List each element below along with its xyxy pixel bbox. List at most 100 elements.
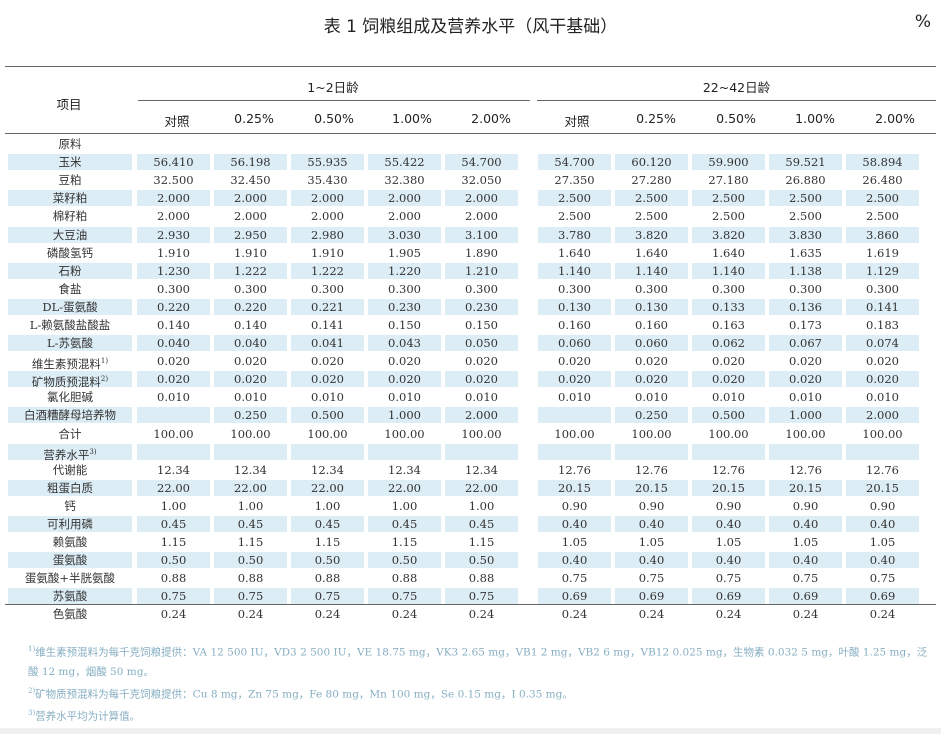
value-cell: 0.020 [712,354,745,369]
value-cell: 100.00 [631,426,672,441]
value-cell: 1.138 [769,262,842,279]
value-cell: 0.220 [137,298,210,315]
value-cell: 0.020 [615,371,688,388]
value-cell: 0.69 [769,588,842,605]
value-cell: 54.700 [538,154,611,171]
value-cell: 0.130 [538,298,611,315]
row-label-text: 原料 [58,137,82,152]
value-cell: 32.450 [230,173,271,188]
value-cell: 100.00 [554,426,595,441]
value-cell: 1.05 [792,535,819,550]
table-row: 赖氨酸 1.15 1.15 1.15 1.15 1.15 1.05 1.05 1.05 1.05 1… [8,533,923,551]
value-cell: 0.24 [314,607,341,622]
table-row: 豆粕 32.500 32.450 35.430 32.380 32.050 27.350 27… [8,171,923,189]
value-cell: 2.500 [789,209,822,224]
top-rule [5,66,936,67]
table-row: 蛋氨酸+半胱氨酸 0.88 0.88 0.88 0.88 0.88 0.75 0.75 0.75… [8,569,923,587]
value-cell: 32.050 [461,173,502,188]
value-cell: 0.041 [291,335,364,352]
value-cell: 0.300 [465,281,498,296]
value-cell: 1.05 [638,535,665,550]
value-cell: 0.160 [635,317,668,332]
value-cell: 0.010 [866,390,899,405]
value-cell: 0.300 [866,281,899,296]
value-cell: 2.500 [769,190,842,207]
value-cell: 0.300 [157,281,190,296]
table-row: 原料 [8,135,923,153]
value-cell: 32.380 [384,173,425,188]
value-cell [846,443,919,460]
table-row: 苏氨酸 0.75 0.75 0.75 0.75 0.75 0.69 0.69 0.69 0.69 0… [8,587,923,605]
column-header: 0.25% [636,111,676,126]
value-cell: 0.50 [214,552,287,569]
footnote-text: 维生素预混料为每千克饲粮提供：VA 12 500 IU，VD3 2 500 IU… [28,646,928,678]
footnote-ref: 2) [100,375,109,384]
value-cell [137,407,210,424]
value-cell: 0.40 [615,516,688,533]
column-header: 2.00% [471,111,511,126]
column-header: 2.00% [875,111,915,126]
value-cell [137,136,210,152]
footnote-mark: 2) [28,686,36,695]
value-cell: 1.129 [846,262,919,279]
value-cell: 1.635 [789,245,822,260]
value-cell: 2.950 [214,226,287,243]
row-label-text: 磷酸氢钙 [47,245,93,260]
value-cell: 0.69 [538,588,611,605]
value-cell: 0.040 [137,335,210,352]
row-label-text: 菜籽粕 [52,191,88,206]
table-row: 棉籽粕 2.000 2.000 2.000 2.000 2.000 2.500 2.500 2.… [8,207,923,225]
value-cell [291,136,364,152]
value-cell: 0.010 [712,390,745,405]
value-cell [538,443,611,460]
value-cell: 0.45 [445,516,518,533]
table-row: 钙 1.00 1.00 1.00 1.00 1.00 0.90 0.90 0.90 0.90 0.9… [8,497,923,515]
value-cell: 2.000 [214,190,287,207]
value-cell: 1.15 [237,535,264,550]
value-cell: 0.50 [445,552,518,569]
data-table: 原料 玉米 56.410 56.198 55.935 55.422 54.700 54.700… [8,135,923,624]
value-cell: 1.05 [561,535,588,550]
value-cell: 0.50 [291,552,364,569]
value-cell: 0.24 [160,607,187,622]
value-cell: 0.020 [846,371,919,388]
row-label-text: 石粉 [58,263,82,278]
value-cell: 0.69 [692,588,765,605]
value-cell: 1.230 [137,262,210,279]
column-header: 对照 [564,114,590,129]
value-cell: 2.500 [712,209,745,224]
value-cell: 0.40 [538,552,611,569]
value-cell: 0.300 [388,281,421,296]
value-cell [538,136,611,152]
value-cell: 0.40 [769,552,842,569]
table-row: L-苏氨酸 0.040 0.040 0.041 0.043 0.050 0.060 0.060… [8,334,923,352]
row-label: 棉籽粕 [8,208,132,224]
value-cell: 0.88 [468,571,495,586]
value-cell: 56.198 [214,154,287,171]
row-label: 代谢能 [8,462,132,478]
row-label: 蛋氨酸 [8,552,132,569]
value-cell: 0.45 [214,516,287,533]
value-cell: 0.140 [234,317,267,332]
value-cell: 0.75 [561,571,588,586]
value-cell: 0.40 [692,516,765,533]
table-row: 食盐 0.300 0.300 0.300 0.300 0.300 0.300 0.300 0.3… [8,280,923,298]
value-cell: 12.34 [388,462,421,477]
value-cell: 0.040 [214,335,287,352]
column-header: 0.50% [314,111,354,126]
value-cell: 0.220 [214,298,287,315]
row-label-text: 苏氨酸 [52,589,88,604]
value-cell: 2.000 [445,407,518,424]
value-cell: 0.074 [846,335,919,352]
value-cell: 1.00 [160,498,187,513]
value-cell: 12.34 [234,462,267,477]
value-cell: 0.020 [291,371,364,388]
value-cell: 2.000 [234,209,267,224]
value-cell: 0.020 [789,354,822,369]
value-cell: 22.00 [445,479,518,496]
value-cell: 0.020 [214,371,287,388]
value-cell: 58.894 [846,154,919,171]
page-bottom-strip [0,728,941,734]
row-label-text: 氯化胆碱 [47,390,93,405]
table-row: DL-蛋氨酸 0.220 0.220 0.221 0.230 0.230 0.130 0.13… [8,298,923,316]
